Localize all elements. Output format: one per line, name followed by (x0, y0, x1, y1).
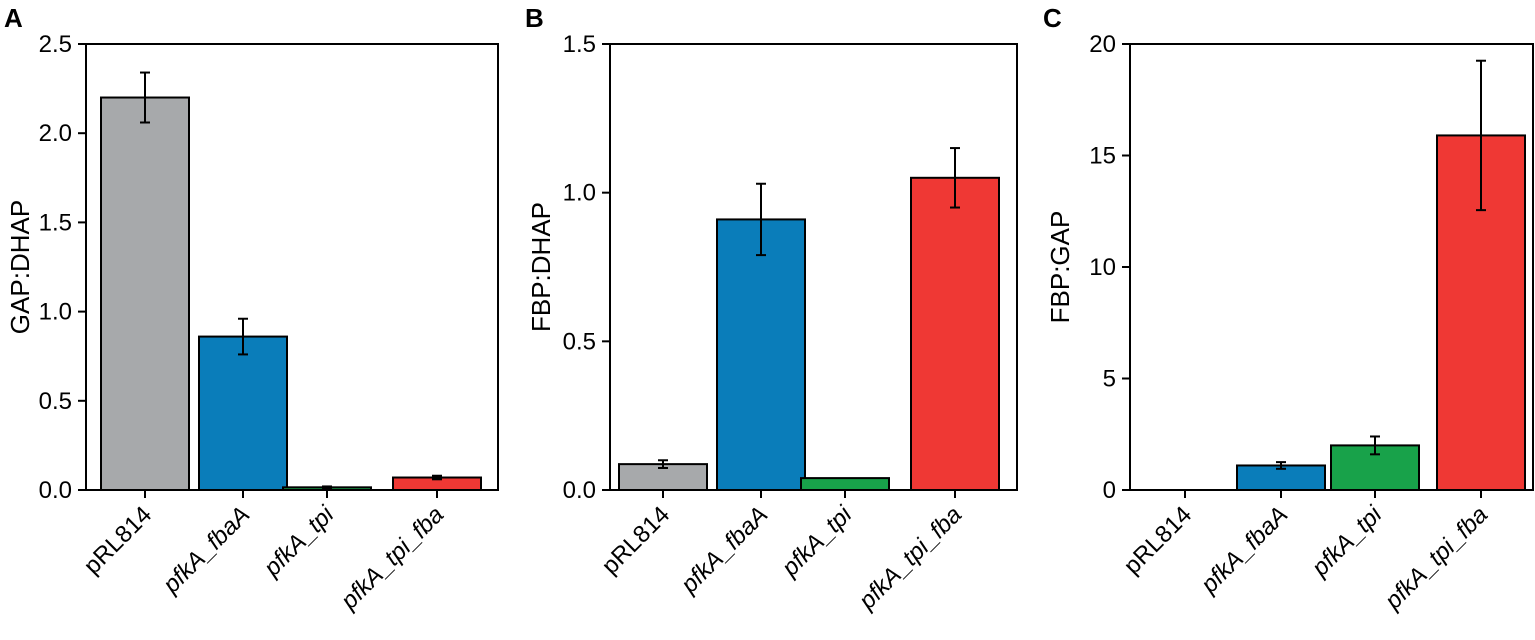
y-tick-label: 0.0 (563, 477, 596, 504)
category-label: pRL814 (1119, 501, 1198, 580)
category-label: pfkA_tpi (1306, 501, 1388, 583)
y-tick-label: 1.0 (39, 299, 72, 326)
category-label: pfkA_fbaA (157, 501, 255, 599)
y-tick-label: 0.0 (39, 477, 72, 504)
y-axis-title: FBP:GAP (1045, 211, 1075, 324)
y-tick-label: 1.0 (563, 180, 596, 207)
error-bar (140, 71, 150, 124)
bar-pfka-tpi-fba (910, 176, 1000, 492)
category-label: pfkA_tpi_fba (1379, 501, 1493, 615)
y-tick-label: 2.5 (39, 31, 72, 58)
error-bar (950, 147, 960, 209)
panel-letter: C (1043, 3, 1062, 33)
panel-a: A 0.0 0.5 1.0 1.5 2.0 2.5 GAP:DHAP pRL814 pfkA_fb… (4, 3, 499, 615)
category-label: pfkA_tpi_fba (335, 501, 449, 615)
category-label: pRL814 (597, 501, 676, 580)
category-label: pfkA_fbaA (1195, 501, 1293, 599)
category-label: pRL814 (79, 501, 158, 580)
y-tick-label: 0.5 (563, 328, 596, 355)
y-tick-label: 0.5 (39, 388, 72, 415)
category-label: pfkA_fbaA (675, 501, 773, 599)
y-tick-label: 5 (1103, 366, 1116, 393)
y-tick-label: 20 (1089, 31, 1116, 58)
y-axis-title: GAP:DHAP (5, 200, 35, 334)
error-bar (1276, 461, 1286, 470)
error-bar (432, 474, 442, 481)
bar-pfka-tpi (800, 477, 890, 491)
y-tick-label: 0 (1103, 477, 1116, 504)
error-bar (1476, 59, 1486, 212)
plot-frame (609, 43, 1018, 491)
y-tick-label: 1.5 (563, 31, 596, 58)
y-tick-label: 15 (1089, 143, 1116, 170)
y-axis-title: FBP:DHAP (526, 202, 556, 332)
error-bar (322, 485, 332, 490)
category-label: pfkA_tpi (258, 501, 340, 583)
category-label: pfkA_tpi (776, 501, 858, 583)
plot-frame (1129, 43, 1534, 491)
bar-pfka-fbaa (716, 218, 806, 491)
error-bar (658, 459, 668, 469)
plot-frame (85, 43, 499, 491)
y-tick-label: 10 (1089, 254, 1116, 281)
category-label: pfkA_tpi_fba (853, 501, 967, 615)
panel-letter: B (525, 3, 544, 33)
bar-pfka-fbaa (198, 335, 288, 491)
y-tick-label: 2.0 (39, 120, 72, 147)
error-bar (1370, 435, 1380, 456)
y-tick-label: 1.5 (39, 209, 72, 236)
error-bar (238, 317, 248, 356)
error-bar (756, 182, 766, 257)
bar-prl814 (100, 96, 190, 492)
panel-letter: A (4, 3, 23, 33)
